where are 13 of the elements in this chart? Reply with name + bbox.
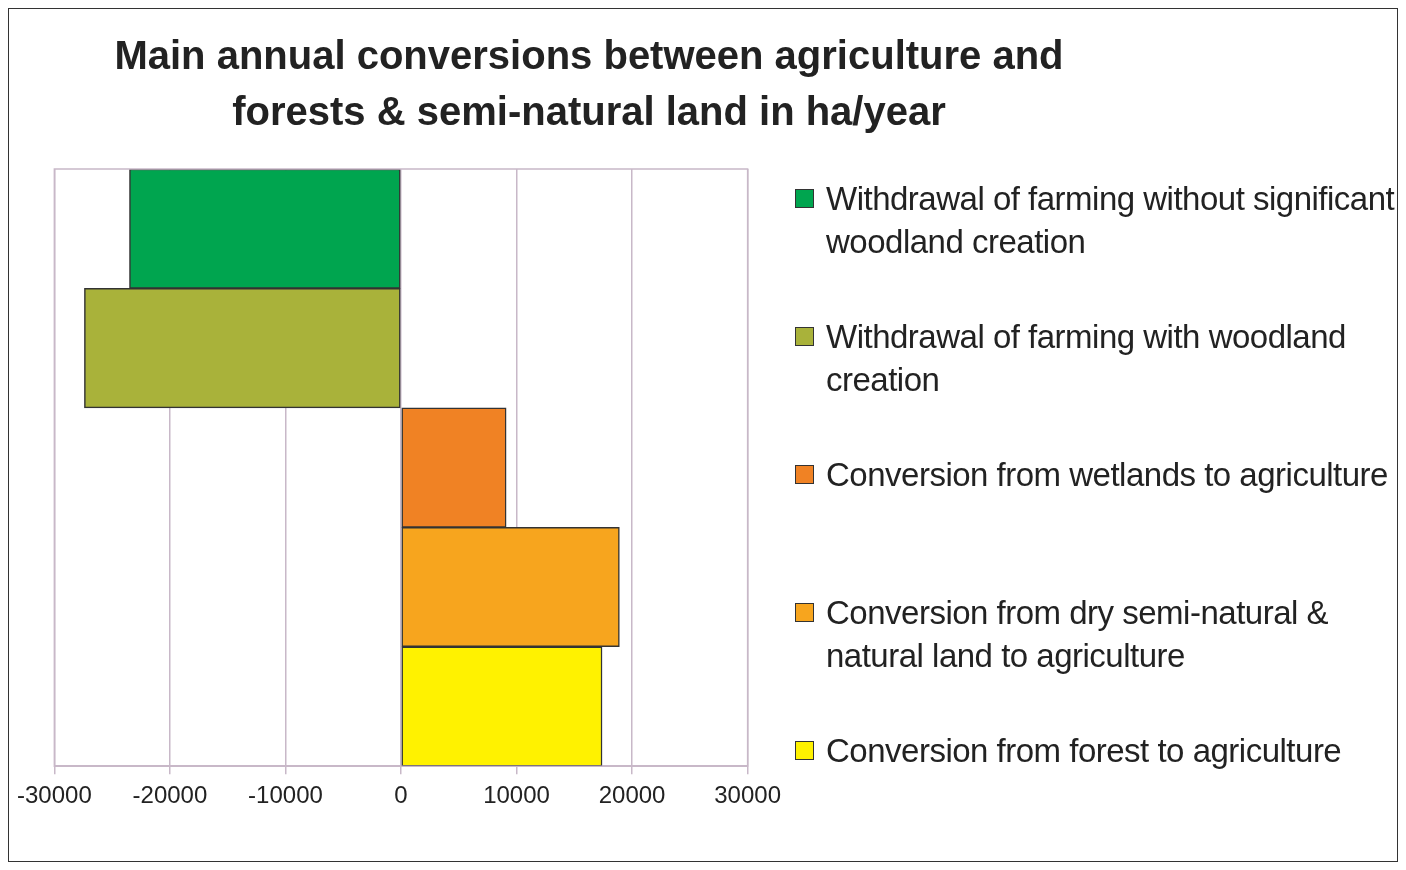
x-tick-label: 20000	[598, 781, 666, 809]
chart-title: Main annual conversions between agriculture and forests & semi-natural land in ha/year	[113, 32, 1065, 135]
x-tick-label: 30000	[714, 781, 782, 809]
x-tick-label: 0	[394, 781, 408, 809]
legend-label: Conversion from forest to agriculture	[826, 731, 1342, 771]
legend-label: Conversion from wetlands to agriculture	[826, 455, 1388, 495]
legend-label: Withdrawal of farming with woodland creation	[826, 317, 1347, 400]
x-tick-label: 10000	[483, 781, 550, 809]
x-tick-label: -30000	[17, 781, 92, 809]
legend-label: Conversion from dry semi-natural & natural land to agriculture	[826, 593, 1329, 676]
x-tick-label: -20000	[132, 781, 208, 809]
legend-label: Withdrawal of farming without significant woodland creation	[826, 179, 1395, 262]
x-tick-label: -10000	[248, 781, 323, 809]
